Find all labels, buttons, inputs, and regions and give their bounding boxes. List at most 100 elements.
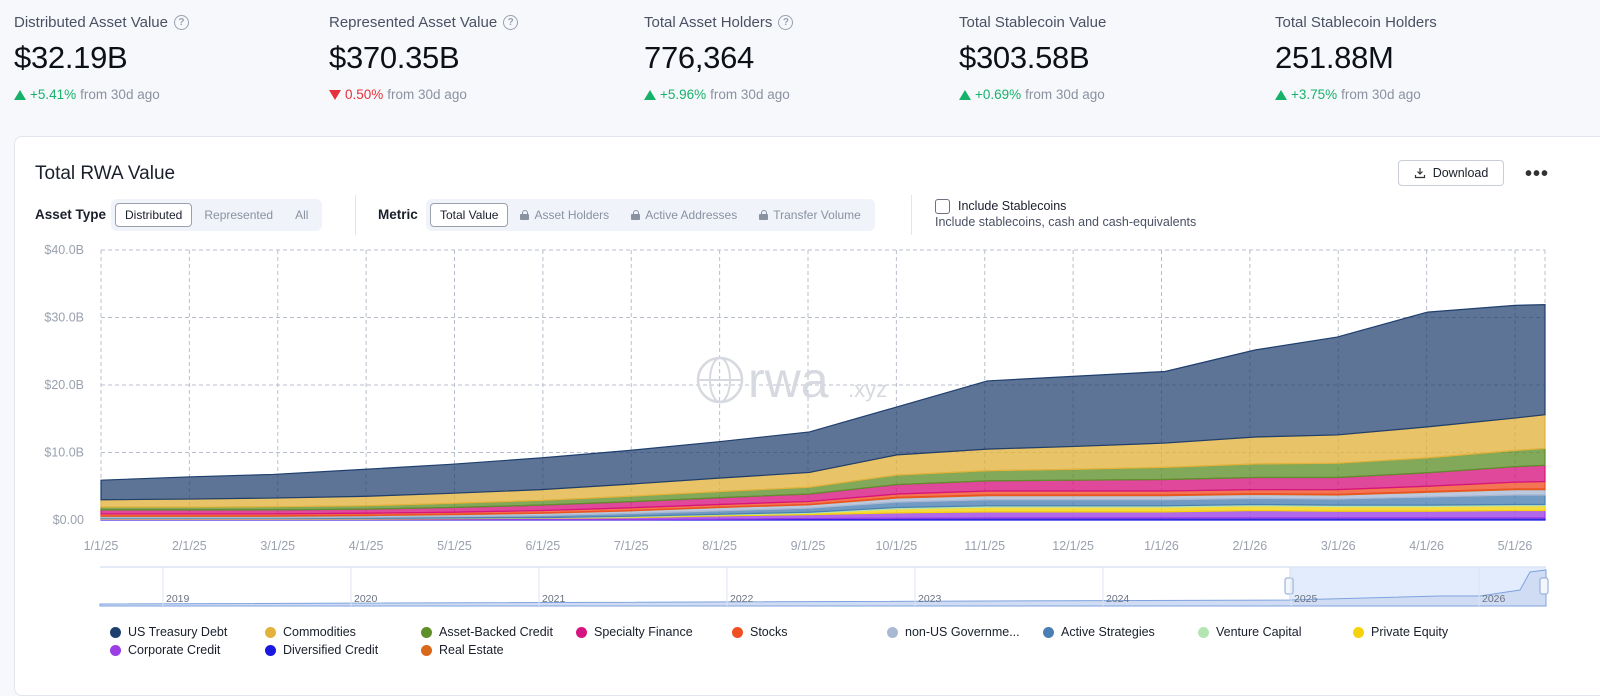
legend-item-non-us-government-debt[interactable]: non-US Governme... [887, 625, 1020, 639]
metric-option-label: Transfer Volume [773, 208, 861, 222]
legend-label: US Treasury Debt [128, 625, 228, 639]
help-icon[interactable]: ? [778, 14, 794, 30]
legend-item-asset-backed-credit[interactable]: Asset-Backed Credit [421, 625, 553, 639]
metric-active-addresses[interactable]: Active Addresses [621, 203, 747, 227]
metric-label: Metric [378, 207, 418, 222]
legend-label: Commodities [283, 625, 356, 639]
legend-label: Specialty Finance [594, 625, 693, 639]
legend-label: Diversified Credit [283, 643, 379, 657]
legend-label: non-US Governme... [905, 625, 1020, 639]
asset-type-distributed[interactable]: Distributed [115, 203, 193, 227]
stat-suffix: from 30d ago [80, 87, 160, 102]
stat-total-stablecoin-holders: Total Stablecoin Holders 251.88M +3.75% f… [1275, 12, 1575, 102]
legend-dot [1198, 626, 1209, 638]
lock-icon [520, 210, 530, 220]
legend-item-real-estate[interactable]: Real Estate [421, 643, 504, 657]
lock-icon [631, 210, 641, 220]
x-tick-label: 6/1/25 [525, 539, 560, 553]
metric-toggle: Total Value Asset Holders Active Address… [426, 199, 875, 231]
include-stablecoins-description: Include stablecoins, cash and cash-equiv… [935, 215, 1197, 229]
x-tick-label: 1/1/25 [84, 539, 119, 553]
navigator-left-handle[interactable] [1284, 577, 1294, 595]
legend-item-stocks[interactable]: Stocks [732, 625, 788, 639]
legend-item-venture-capital[interactable]: Venture Capital [1198, 625, 1301, 639]
legend-dot [732, 626, 743, 638]
legend-dot [110, 626, 121, 638]
y-tick-label: $40.0B [44, 243, 84, 257]
metric-asset-holders[interactable]: Asset Holders [510, 203, 619, 227]
stat-change: +5.41% [30, 87, 77, 102]
legend-label: Active Strategies [1061, 625, 1155, 639]
legend-dot [265, 626, 276, 638]
navigator-year-label: 2019 [166, 593, 190, 605]
y-tick-label: $20.0B [44, 378, 84, 392]
y-tick-label: $0.00 [53, 513, 84, 527]
card-title: Total RWA Value [35, 163, 176, 184]
x-tick-label: 9/1/25 [791, 539, 826, 553]
legend-item-diversified-credit[interactable]: Diversified Credit [265, 643, 378, 657]
up-arrow-icon [14, 89, 26, 100]
stat-change: +3.75% [1291, 87, 1338, 102]
stat-suffix: from 30d ago [1025, 87, 1105, 102]
legend-item-commodities[interactable]: Commodities [265, 625, 356, 639]
navigator-right-handle[interactable] [1539, 577, 1549, 595]
legend-item-active-strategies[interactable]: Active Strategies [1043, 625, 1155, 639]
stats-bar: Distributed Asset Value? $32.19B +5.41% f… [0, 0, 1600, 120]
stat-total-stablecoin-value: Total Stablecoin Value $303.58B +0.69% fr… [959, 12, 1259, 102]
asset-type-all[interactable]: All [295, 208, 309, 222]
stat-value: 251.88M [1275, 40, 1394, 75]
up-arrow-icon [644, 89, 656, 100]
stat-change: 0.50% [345, 87, 384, 102]
x-tick-label: 2/1/26 [1232, 539, 1267, 553]
legend-item-private-equity[interactable]: Private Equity [1353, 625, 1448, 639]
stat-value: $370.35B [329, 40, 460, 75]
legend-label: Asset-Backed Credit [439, 625, 553, 639]
legend-dot [887, 626, 898, 638]
stat-change: +0.69% [975, 87, 1022, 102]
legend-dot [265, 644, 276, 656]
x-tick-label: 10/1/25 [876, 539, 918, 553]
legend-label: Venture Capital [1216, 625, 1302, 639]
stat-represented-asset-value: Represented Asset Value? $370.35B 0.50% f… [329, 12, 629, 102]
asset-type-label: Asset Type [35, 207, 107, 222]
include-stablecoins-checkbox[interactable] [935, 199, 950, 214]
metric-option-label: Asset Holders [534, 208, 610, 222]
navigator-year-label: 2020 [354, 593, 378, 605]
download-button[interactable]: Download [1398, 160, 1504, 186]
metric-option-label: Total Value [440, 208, 499, 222]
up-arrow-icon [1275, 89, 1287, 100]
stat-suffix: from 30d ago [387, 87, 467, 102]
navigator-year-label: 2026 [1482, 593, 1506, 605]
help-icon[interactable]: ? [173, 14, 189, 30]
help-icon[interactable]: ? [503, 14, 519, 30]
lock-icon [759, 210, 769, 220]
rwa-watermark: rwa .xyz [696, 352, 887, 408]
x-tick-label: 12/1/25 [1052, 539, 1094, 553]
stat-label: Total Stablecoin Holders [1275, 13, 1437, 31]
divider [355, 195, 356, 235]
stat-suffix: from 30d ago [1341, 87, 1421, 102]
range-navigator[interactable]: 2019 2020 2021 2022 2023 2024 2025 2026 [99, 566, 1549, 607]
more-options-icon[interactable]: ••• [1525, 163, 1550, 185]
legend-dot [1353, 626, 1364, 638]
include-stablecoins-label: Include Stablecoins [958, 199, 1067, 213]
y-tick-label: $10.0B [44, 446, 84, 460]
stat-value: 776,364 [644, 40, 754, 75]
navigator-sparkline [99, 569, 1547, 607]
stat-change: +5.96% [660, 87, 707, 102]
metric-option-label: Active Addresses [645, 208, 738, 222]
legend-dot [110, 644, 121, 656]
legend-item-corporate-credit[interactable]: Corporate Credit [110, 643, 220, 657]
legend-dot [421, 644, 432, 656]
stat-label: Represented Asset Value [329, 13, 498, 31]
x-tick-label: 2/1/25 [172, 539, 207, 553]
metric-total-value[interactable]: Total Value [430, 203, 509, 227]
stat-value: $32.19B [14, 40, 128, 75]
asset-type-represented[interactable]: Represented [204, 208, 274, 222]
stat-distributed-asset-value: Distributed Asset Value? $32.19B +5.41% f… [14, 12, 314, 102]
legend-item-specialty-finance[interactable]: Specialty Finance [576, 625, 693, 639]
legend-item-us-treasury-debt[interactable]: US Treasury Debt [110, 625, 227, 639]
x-tick-label: 5/1/26 [1498, 539, 1533, 553]
y-tick-label: $30.0B [44, 311, 84, 325]
metric-transfer-volume[interactable]: Transfer Volume [749, 203, 871, 227]
